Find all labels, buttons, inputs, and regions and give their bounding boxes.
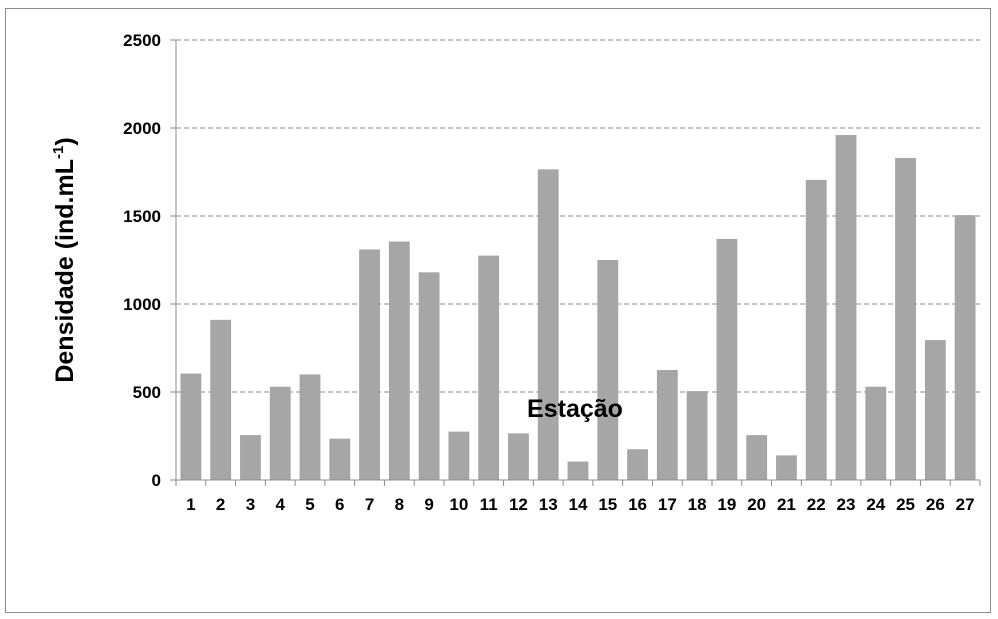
y-axis-title-end: ) [51,137,79,145]
bar [448,431,470,480]
bar [746,435,768,480]
bar [240,435,261,480]
bar [508,433,529,480]
y-axis-title-superscript: -1 [50,146,67,159]
x-tick-label: 24 [866,495,885,514]
y-tick-label: 500 [133,383,161,402]
x-tick-label: 13 [539,495,558,514]
x-tick-label: 11 [480,495,498,514]
x-tick-label: 4 [275,495,285,514]
x-tick-label: 19 [717,495,736,514]
x-tick-label: 9 [424,495,433,514]
bar [299,374,321,480]
y-tick-label: 2500 [123,31,161,50]
x-tick-label: 5 [305,495,314,514]
x-tick-label: 10 [449,495,468,514]
bar [776,455,797,480]
gridlines [176,39,980,393]
bar [359,249,380,480]
bar [418,272,440,480]
x-tick-label: 22 [807,495,826,514]
bar [210,319,232,480]
x-tick-label: 26 [926,495,945,514]
bar [478,255,500,480]
x-tick-label: 1 [186,495,195,514]
x-tick-label: 25 [896,495,915,514]
bar [269,386,291,480]
bar [686,391,708,480]
bar [597,260,619,480]
bar [329,438,351,480]
x-tick-label: 15 [598,495,617,514]
bar [180,373,202,480]
bar [537,169,559,481]
x-tick-label: 2 [216,495,225,514]
bar [627,449,648,480]
axes [170,39,981,486]
x-tick-label: 18 [688,495,707,514]
bar [805,179,827,481]
x-tick-label: 21 [777,495,796,514]
x-tick-label: 6 [335,495,344,514]
x-tick-label: 7 [365,495,374,514]
x-tick-label: 23 [837,495,856,514]
bar [895,157,916,481]
bar [567,461,589,480]
y-tick-label: 1000 [123,295,161,314]
x-tick-label: 16 [628,495,647,514]
y-tick-labels: 0 500 1000 1500 2000 2500 [123,31,161,490]
bars [180,135,976,481]
x-tick-label: 27 [956,495,975,514]
bar [716,238,738,480]
y-tick-label: 1500 [123,207,161,226]
y-tick-label: 0 [152,471,161,490]
x-tick-labels: 1 2 3 4 5 6 7 8 9 10 11 12 13 14 15 16 17 18 19 20 21 22 23 24 2… [186,495,974,514]
x-tick-label: 17 [658,495,677,514]
x-tick-label: 14 [569,495,588,514]
bar [656,370,678,480]
x-tick-label: 3 [246,495,255,514]
bar [388,241,410,480]
x-tick-label: 20 [747,495,766,514]
y-axis-title: Densidade (ind.mL-1) [50,137,79,382]
x-tick-label: 12 [509,495,528,514]
bar [924,340,946,480]
x-axis-title: Estação [527,395,623,423]
y-tick-label: 2000 [123,119,161,138]
y-axis-title-main: Densidade (ind.mL [51,159,79,383]
bar [865,386,887,480]
bar [954,215,976,480]
bar [835,135,857,481]
x-tick-label: 8 [395,495,404,514]
